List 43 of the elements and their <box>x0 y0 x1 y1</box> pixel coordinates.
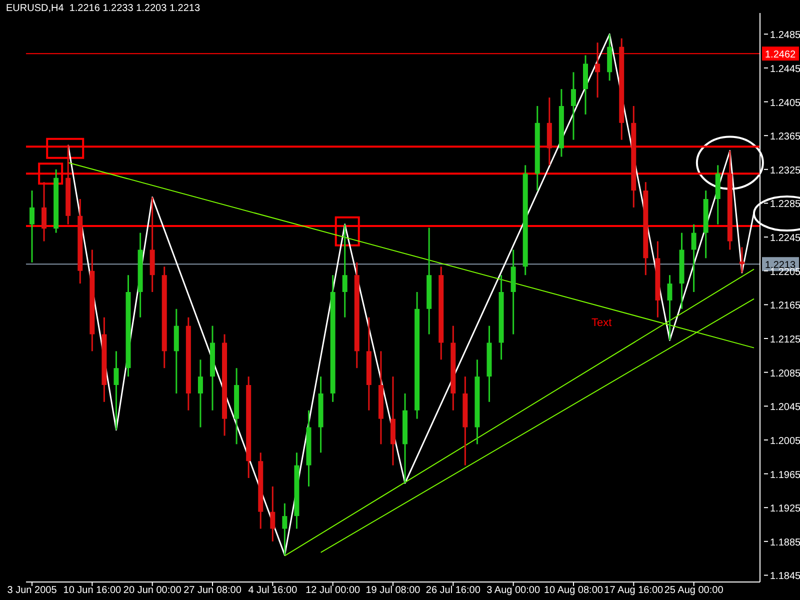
x-tick-label: 3 Aug 00:00 <box>486 585 540 596</box>
y-tick-label: 1.2085 <box>770 368 800 380</box>
y-tick-label: 1.2285 <box>770 199 800 210</box>
candlestick <box>595 42 600 98</box>
y-tick-label: 1.2165 <box>770 300 800 312</box>
y-tick-label: 1.2405 <box>770 98 800 109</box>
y-tick-label: 1.2005 <box>770 436 800 447</box>
x-tick-label: 20 Jun 00:00 <box>123 585 182 596</box>
candlestick <box>114 350 119 431</box>
candlestick <box>667 274 672 341</box>
y-tick-label: 1.1965 <box>770 470 800 481</box>
y-tick-label: 1.1885 <box>770 537 800 548</box>
candlestick <box>342 224 348 318</box>
annotation: Text <box>592 317 612 330</box>
x-tick-label: 12 Jul 00:00 <box>306 585 361 596</box>
y-tick-label: 1.2045 <box>770 402 800 414</box>
y-tick-label: 1.1845 <box>770 571 800 582</box>
y-tick-label: 1.2445 <box>770 64 800 75</box>
candlestick <box>570 71 576 141</box>
y-tick-label: 1.2125 <box>770 334 800 346</box>
chart-title: EURUSD,H4 1.2216 1.2233 1.2203 1.2213 <box>6 3 200 14</box>
y-tick-label: 1.1925 <box>770 504 800 515</box>
ref-line-label: 1.2462 <box>765 50 796 61</box>
y-tick-label: 1.2325 <box>770 165 800 176</box>
candlestick <box>198 358 203 428</box>
x-tick-label: 26 Jul 16:00 <box>426 585 481 596</box>
x-tick-label: 3 Jun 2005 <box>7 585 58 596</box>
candlestick <box>30 190 34 264</box>
x-tick-label: 10 Jun 16:00 <box>63 585 122 596</box>
x-tick-label: 25 Aug 00:00 <box>664 585 724 596</box>
candlestick <box>270 486 276 542</box>
candlestick <box>739 246 744 274</box>
y-tick-label: 1.2245 <box>770 233 800 244</box>
x-tick-label: 10 Aug 08:00 <box>544 585 604 596</box>
x-tick-label: 19 Jul 08:00 <box>366 585 421 596</box>
candlestick <box>691 224 696 293</box>
candlestick <box>282 502 288 556</box>
candlestick <box>42 181 47 242</box>
x-tick-label: 4 Jul 16:00 <box>248 585 298 596</box>
x-tick-label: 17 Aug 16:00 <box>604 585 664 596</box>
y-tick-label: 1.2365 <box>770 132 800 143</box>
y-tick-label: 1.2485 <box>770 30 800 42</box>
x-tick-label: 27 Jun 08:00 <box>184 585 242 596</box>
